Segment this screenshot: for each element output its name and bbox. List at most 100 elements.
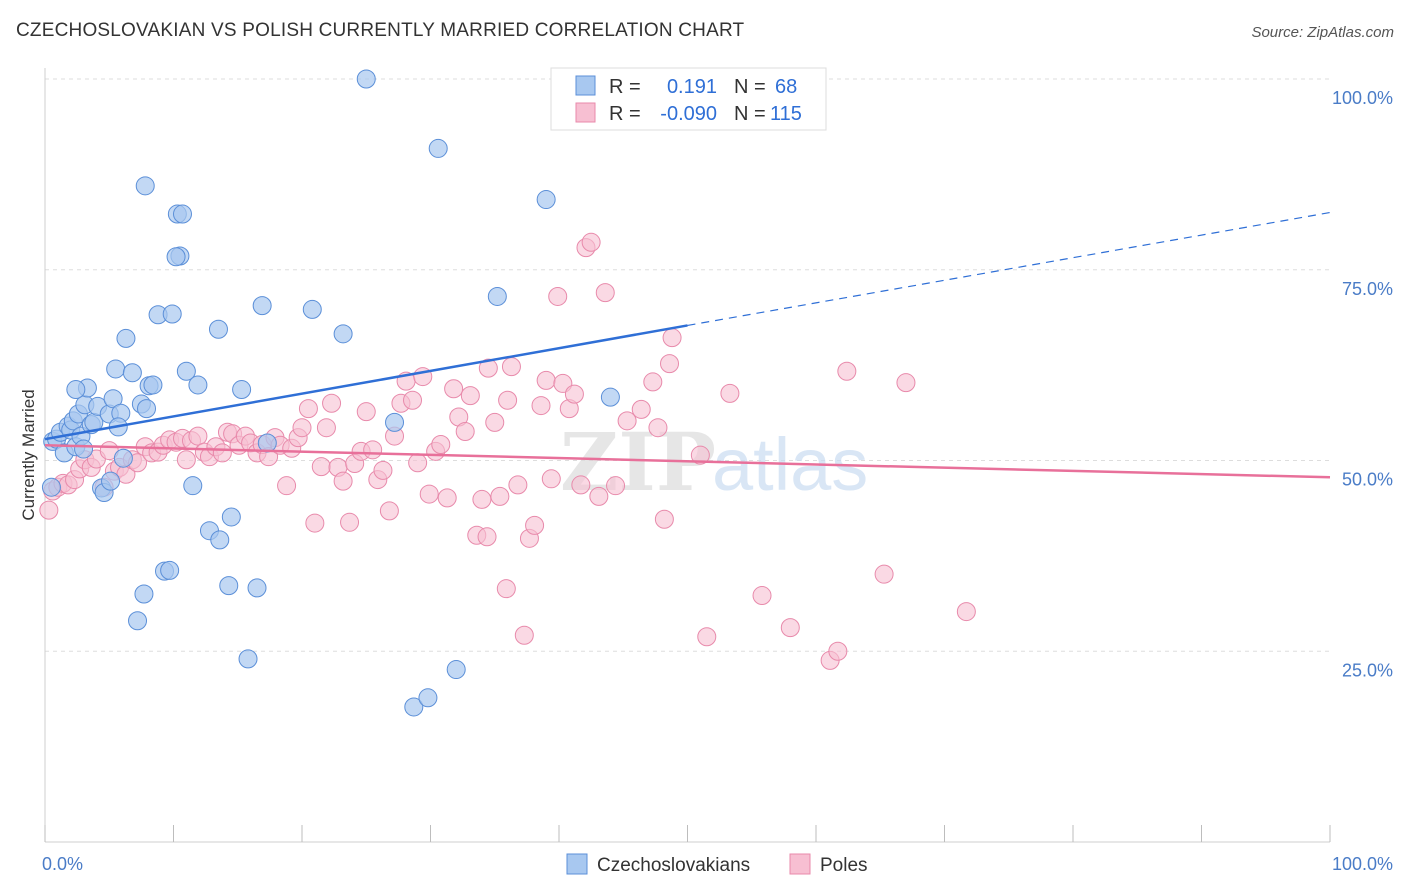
y-tick-label-0: 25.0% <box>1342 660 1393 680</box>
poles-point-68 <box>431 434 451 454</box>
poles-point-52 <box>340 512 360 532</box>
czechoslovakians-point-21 <box>106 359 126 379</box>
poles-point-79 <box>496 579 516 599</box>
x-tick-labels: 0.0% 100.0% <box>42 854 1393 874</box>
poles-point-96 <box>595 283 615 303</box>
legend-n-label-2: N = <box>734 103 766 125</box>
poles-point-94 <box>581 232 601 252</box>
czechoslovakians-point-19 <box>101 471 121 491</box>
czechoslovakians-point-57 <box>418 688 438 708</box>
czechoslovakians-point-59 <box>446 660 466 680</box>
poles-point-110 <box>828 641 848 661</box>
poles-point-115 <box>498 390 518 410</box>
poles-point-117 <box>477 527 497 547</box>
poles-point-85 <box>531 396 551 416</box>
poles-point-114 <box>956 602 976 622</box>
poles-point-49 <box>322 393 342 413</box>
czechoslovakians-point-24 <box>116 328 136 348</box>
poles-point-72 <box>455 422 475 442</box>
poles-point-63 <box>403 390 423 410</box>
poles-point-26 <box>188 426 208 446</box>
czechoslovakians-point-65 <box>66 380 86 400</box>
poles-point-91 <box>564 384 584 404</box>
poles-point-30 <box>212 443 232 463</box>
czechoslovakians-point-35 <box>162 304 182 324</box>
poles-point-103 <box>660 354 680 374</box>
bottom-legend-poles: Poles <box>820 855 868 876</box>
poles-point-64 <box>408 453 428 473</box>
y-tick-labels: 25.0% 50.0% 75.0% 100.0% <box>1332 88 1393 680</box>
czechoslovakians-point-45 <box>219 576 239 596</box>
source-label: Source: ZipAtlas.com <box>1251 24 1394 41</box>
poles-point-55 <box>356 402 376 422</box>
poles-point-113 <box>896 373 916 393</box>
poles-point-56 <box>363 440 383 460</box>
czechoslovakians-point-25 <box>122 363 142 383</box>
poles-point-59 <box>379 501 399 521</box>
poles-point-75 <box>472 489 492 509</box>
y-axis-title: Currently Married <box>19 389 38 520</box>
czechoslovakians-point-52 <box>302 299 322 319</box>
czechoslovakians-point-62 <box>600 387 620 407</box>
legend-swatch-blue <box>575 75 596 96</box>
poles-point-80 <box>501 357 521 377</box>
poles-point-86 <box>536 370 556 390</box>
poles-point-84 <box>525 515 545 535</box>
poles-point-106 <box>720 383 740 403</box>
czechoslovakians-point-41 <box>188 375 208 395</box>
czechoslovakians-point-23 <box>113 448 133 468</box>
poles-point-24 <box>176 450 196 470</box>
series-czechoslovakians <box>41 69 620 717</box>
czechoslovakians-point-40 <box>183 476 203 496</box>
legend-r-label-2: R = <box>609 103 641 125</box>
legend-r-value-1: 0.191 <box>667 76 717 98</box>
y-tick-label-1: 50.0% <box>1342 470 1393 490</box>
bottom-legend-swatch-blue <box>566 853 588 875</box>
legend-n-label-1: N = <box>734 76 766 98</box>
trend-czechoslovakians <box>44 324 688 441</box>
czechoslovakians-point-56 <box>404 697 424 717</box>
czechoslovakians-point-26 <box>128 611 148 631</box>
czechoslovakians-point-39 <box>176 361 196 381</box>
trend-lines <box>44 211 1331 479</box>
poles-point-69 <box>437 488 457 508</box>
poles-point-45 <box>298 399 318 419</box>
czechoslovakians-point-27 <box>134 584 154 604</box>
poles-point-112 <box>874 564 894 584</box>
x-tick-label-0: 0.0% <box>42 854 83 874</box>
czechoslovakians-point-55 <box>385 412 405 432</box>
poles-point-101 <box>648 418 668 438</box>
czechoslovakians-point-67 <box>74 439 94 459</box>
poles-point-102 <box>654 509 674 529</box>
legend-swatch-pink <box>575 102 596 123</box>
poles-point-0 <box>39 500 59 520</box>
poles-point-99 <box>631 399 651 419</box>
poles-point-104 <box>662 328 682 348</box>
trend-czechoslovakians-extension <box>687 211 1331 327</box>
bottom-legend-czechoslovakians: Czechoslovakians <box>597 855 750 876</box>
poles-point-46 <box>305 513 325 533</box>
czechoslovakians-point-53 <box>333 324 353 344</box>
czechoslovakians-point-60 <box>487 286 507 306</box>
poles-point-78 <box>490 486 510 506</box>
czechoslovakians-point-44 <box>210 530 230 550</box>
chart-title: CZECHOSLOVAKIAN VS POLISH CURRENTLY MARR… <box>16 20 745 41</box>
bottom-legend-swatch-pink <box>789 853 811 875</box>
bottom-legend: Czechoslovakians Poles <box>566 853 868 876</box>
poles-point-73 <box>460 386 480 406</box>
axes <box>44 68 1331 843</box>
poles-point-95 <box>589 486 609 506</box>
poles-point-116 <box>690 445 710 465</box>
czechoslovakians-point-51 <box>257 433 277 453</box>
poles-point-81 <box>508 475 528 495</box>
poles-point-77 <box>485 412 505 432</box>
poles-point-108 <box>780 618 800 638</box>
y-tick-label-2: 75.0% <box>1342 279 1393 299</box>
poles-point-105 <box>697 627 717 647</box>
poles-point-70 <box>444 379 464 399</box>
czechoslovakians-point-29 <box>137 399 157 419</box>
czechoslovakians-point-48 <box>238 649 258 669</box>
poles-point-47 <box>311 457 331 477</box>
czechoslovakians-point-49 <box>247 578 267 598</box>
